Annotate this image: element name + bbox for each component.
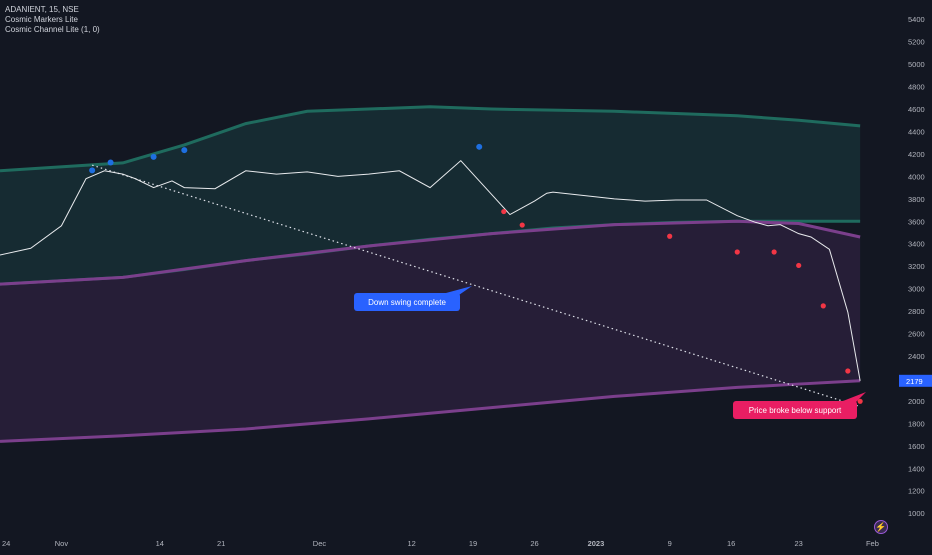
callout-text: Price broke below support [749,406,842,415]
sell-marker [771,249,777,255]
buy-marker [89,167,96,174]
sell-marker [734,249,740,255]
callout-box [354,293,460,311]
x-tick-label: Feb [866,539,879,548]
price-axis-bg [897,0,932,550]
callout-text: Down swing complete [368,298,446,307]
x-tick-label: 23 [795,539,803,548]
y-tick-label: 1000 [908,509,925,518]
support-line-layer [91,164,861,408]
y-tick-label: 4400 [908,127,925,136]
y-tick-label: 3800 [908,195,925,204]
y-tick-label: 1600 [908,442,925,451]
x-tick-label: 21 [217,539,225,548]
y-tick-label: 4200 [908,150,925,159]
y-tick-label: 3000 [908,285,925,294]
y-tick-label: 5000 [908,60,925,69]
x-tick-label: 24 [2,539,10,548]
sell-marker [519,222,525,228]
sell-marker [857,398,863,404]
y-tick-label: 5200 [908,38,925,47]
symbol-title[interactable]: ADANIENT, 15, NSE [5,5,79,14]
channel-band-upper [0,219,861,286]
y-tick-label: 4800 [908,83,925,92]
y-tick-label: 4600 [908,105,925,114]
x-tick-label: 12 [407,539,415,548]
y-tick-label: 1200 [908,487,925,496]
x-tick-label: 2023 [588,539,605,548]
y-tick-label: 2800 [908,307,925,316]
x-tick-label: 26 [530,539,538,548]
price-axis: 1000120014001600180020002200240026002800… [897,0,932,550]
buy-marker [107,159,114,166]
x-tick-label: 14 [156,539,164,548]
sell-marker [501,208,507,215]
y-tick-label: 3600 [908,217,925,226]
price-series-layer [0,159,861,381]
sell-marker [796,262,802,269]
sell-marker [667,233,673,239]
y-tick-label: 3200 [908,262,925,271]
channel-band-fill [0,106,861,285]
lightning-icon[interactable]: ⚡ [874,520,888,534]
y-tick-label: 3400 [908,240,925,249]
indicator-markers-label[interactable]: Cosmic Markers Lite [5,15,78,24]
channel-band-lower [0,379,861,443]
buy-marker [150,153,157,160]
x-tick-label: Nov [55,539,69,548]
y-tick-label: 5400 [908,15,925,24]
x-tick-label: 9 [668,539,672,548]
buy-marker [181,147,188,154]
channel-band-fill [0,221,861,442]
last-price-tag [899,374,932,387]
time-axis-bg [0,534,932,550]
y-tick-label: 2400 [908,352,925,361]
time-axis: 24 Nov 14 21 Dec 12 19 26 2023 9 16 23 Feb [0,534,932,550]
y-tick-label: 4000 [908,172,925,181]
callout-box [733,401,857,419]
chart-legend: ADANIENT, 15, NSE Cosmic Markers Lite Co… [5,5,100,35]
annotation-callouts: Down swing complete Price broke below sup… [354,286,866,419]
last-price-label: 2179 [906,377,923,386]
x-tick-label: 16 [727,539,735,548]
y-tick-label: 2000 [908,397,925,406]
sell-marker [820,303,826,309]
y-tick-label: 1400 [908,464,925,473]
y-tick-label: 2600 [908,330,925,339]
indicator-channel-label[interactable]: Cosmic Channel Lite (1, 0) [5,25,100,34]
buy-marker [476,143,483,150]
sell-marker [845,368,851,374]
x-tick-label: Dec [313,539,327,548]
channel-bands [0,105,861,443]
signal-markers [89,143,863,404]
price-line [0,159,861,381]
x-tick-label: 19 [469,539,477,548]
y-tick-label: 1800 [908,419,925,428]
channel-band-upper [0,105,861,173]
support-trendline [91,164,861,408]
